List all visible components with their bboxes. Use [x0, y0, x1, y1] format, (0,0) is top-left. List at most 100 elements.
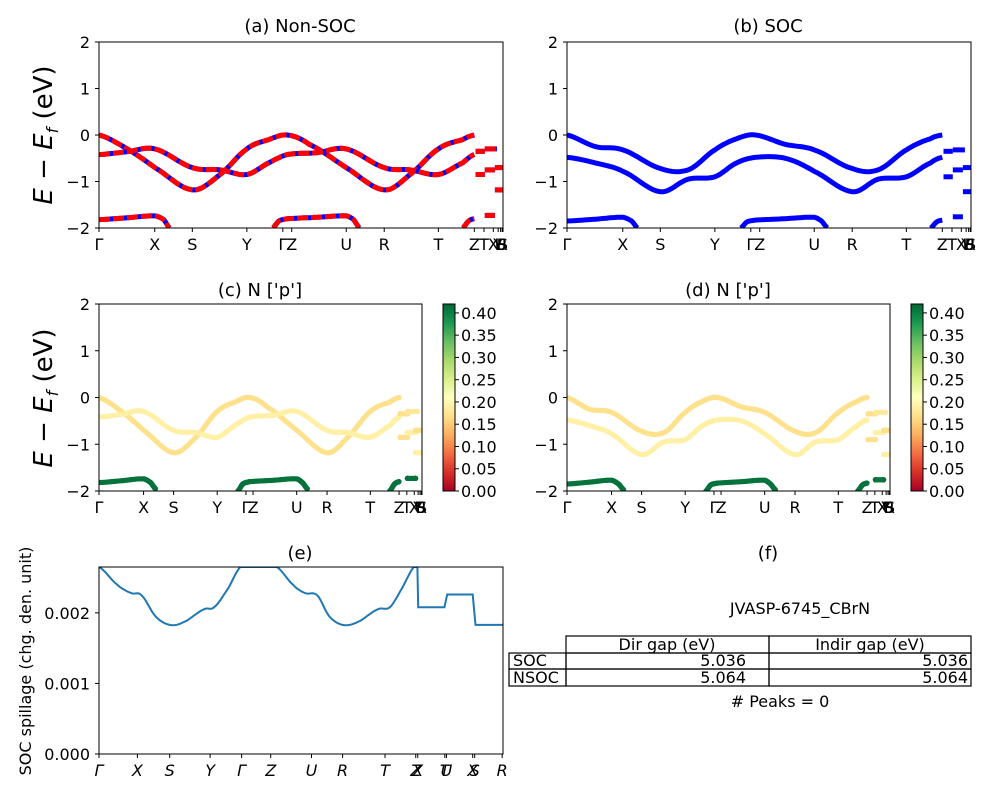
x-tick-label: S — [966, 235, 976, 254]
y-tick-label: −2 — [534, 219, 558, 238]
band-line-dashed-VB3c — [461, 216, 475, 228]
gap-table: Dir gap (eV) Indir gap (eV) SOC 5.036 5.… — [508, 635, 972, 687]
band-point-VB3b — [304, 486, 310, 491]
y-tick-label: −1 — [66, 173, 90, 192]
x-tick-label: T — [401, 498, 412, 517]
panel-c-ylabel: E − Ef (eV) — [29, 328, 62, 467]
band-point-VB1 — [396, 394, 402, 401]
axes-frame — [566, 41, 972, 229]
x-tick-label: R — [789, 498, 800, 517]
x-tick-label: R — [321, 498, 332, 517]
band-line-soc-VB3 — [567, 214, 640, 228]
band-line-dashed-VB3 — [99, 213, 172, 228]
panel-d-colorbar: 0.40 0.35 0.30 0.25 0.20 0.15 0.10 0.05 0.00 — [910, 303, 965, 501]
x-tick-label: T — [900, 235, 911, 254]
x-tick-label: R — [965, 235, 976, 254]
band-point-seg7 — [880, 477, 887, 483]
x-tick-label: T — [364, 498, 375, 517]
x-tick-label: T — [432, 235, 443, 254]
y-tick-label: −1 — [534, 435, 558, 454]
x-tick-label: X — [877, 498, 888, 517]
x-tick-label: U — [759, 498, 771, 517]
x-tick-label: U — [808, 235, 820, 254]
x-tick-label: Γ — [746, 235, 755, 254]
band-point-VB3c — [864, 480, 870, 486]
y-tick-label: −1 — [66, 435, 90, 454]
band-line-soc-VB3c — [929, 217, 943, 228]
colorbar-tick-label: 0.35 — [929, 326, 965, 345]
x-tick-label: T — [440, 761, 451, 780]
x-tick-label: Γ — [237, 761, 247, 780]
y-tick-label: 2 — [80, 295, 90, 314]
nsoc-indir-gap: 5.064 — [922, 668, 968, 687]
band-line-dashed-VB1 — [99, 132, 475, 193]
x-tick-label: Y — [880, 498, 891, 517]
band-point-seg5 — [887, 427, 890, 433]
y-tick-label: 0 — [80, 389, 90, 408]
band-line-soc-VB1 — [567, 132, 943, 175]
y-tick-label: 0 — [548, 389, 558, 408]
x-tick-label: U — [306, 761, 318, 780]
panel-e-ylabel: SOC spillage (chg. den. unit) — [16, 547, 35, 776]
band-line-dashed-VB2 — [99, 145, 476, 178]
ylabel-main: E − E — [29, 396, 59, 468]
colorbar-gradient — [442, 303, 456, 492]
x-tick-label: U — [441, 761, 453, 780]
bands-layer — [567, 132, 971, 228]
colorbar-tick-label: 0.10 — [929, 437, 965, 456]
row-label-soc: SOC — [513, 651, 547, 670]
x-tick-label: X — [956, 235, 967, 254]
colorbar-tick-label: 0.25 — [929, 371, 965, 390]
bands-layer — [567, 394, 890, 491]
svg-text:E − Ef (eV): E − Ef (eV) — [29, 65, 62, 204]
panel-f-title: (f) — [758, 543, 778, 564]
x-tick-label: Z — [394, 498, 405, 517]
x-tick-label: T — [478, 235, 489, 254]
col-header-dir-gap: Dir gap (eV) — [619, 635, 716, 654]
soc-dir-gap: 5.036 — [700, 651, 746, 670]
x-tick-label: Z — [409, 761, 422, 780]
y-tick-label: 0 — [548, 126, 558, 145]
panel-a-ylabel: E − Ef (eV) — [29, 65, 62, 204]
table-cell — [768, 668, 972, 687]
material-id: JVASP-6745_CBrN — [729, 599, 870, 619]
panel-a-nonsoc-bands: (a) Non-SOC E − Ef (eV) 210−1−2Γ X S Y ΓZ U R T… — [29, 16, 508, 254]
nsoc-dir-gap: 5.064 — [700, 668, 746, 687]
band-point-seg5 — [419, 427, 422, 433]
spillage-line — [99, 567, 503, 627]
y-tick-label: 1 — [548, 80, 558, 99]
x-tick-label: Y — [205, 761, 216, 780]
x-tick-label: S — [498, 235, 508, 254]
x-tick-label: X — [466, 761, 479, 780]
x-tick-label: Z — [264, 761, 277, 780]
panel-d-title: (d) N ['p'] — [685, 280, 771, 301]
band-point-VB3 — [620, 486, 627, 491]
band-point-VB1 — [864, 394, 870, 401]
x-tick-label: Y — [679, 498, 690, 517]
svg-text:E − Ef (eV): E − Ef (eV) — [29, 328, 62, 467]
y-tick-label: 1 — [548, 342, 558, 361]
y-tick-label: 1 — [80, 342, 90, 361]
y-tick-label: −2 — [66, 482, 90, 501]
x-tick-label: X — [411, 761, 424, 780]
x-tick-label: S — [637, 498, 647, 517]
x-tick-label: U — [340, 235, 352, 254]
colorbar-tick-label: 0.20 — [929, 393, 965, 412]
panel-f-gap-table: (f) JVASP-6745_CBrN Dir gap (eV) Indir g… — [508, 543, 972, 711]
x-tick-label: Z — [286, 235, 297, 254]
x-tick-label: T — [380, 761, 391, 780]
colorbar-tick-label: 0.10 — [461, 437, 497, 456]
x-tick-label: T — [869, 498, 880, 517]
x-tick-label: Γ — [242, 498, 251, 517]
x-tick-label: T — [832, 498, 843, 517]
colorbar-tick-label: 0.15 — [461, 415, 497, 434]
x-tick-label: T — [946, 235, 957, 254]
x-tick-label: U — [414, 498, 426, 517]
x-tick-label: Γ — [95, 498, 104, 517]
ylabel-sub: f — [43, 388, 62, 396]
